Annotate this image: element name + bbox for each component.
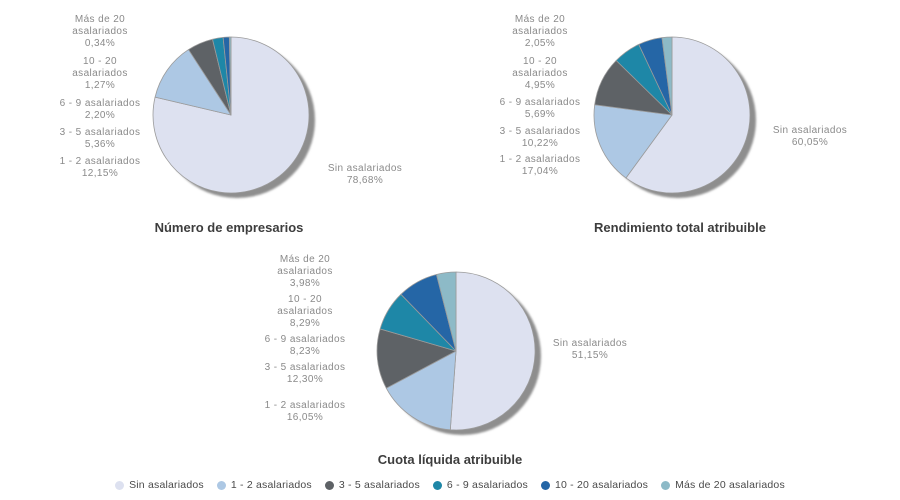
label-value: 4,95% bbox=[524, 80, 556, 91]
pie1-slice-m-s-de-20-asalariados bbox=[228, 36, 232, 116]
label-line: Sin asalariados bbox=[552, 338, 628, 349]
legend-item-1-2-asalariados: 1 - 2 asalariados bbox=[216, 479, 312, 491]
c2-label-1-2-asalariados: 1 - 2 asalariados 17,04% bbox=[490, 154, 590, 178]
label-line: asalariados bbox=[72, 26, 128, 37]
legend-marker bbox=[324, 480, 334, 490]
pie2-slice-sin-asalariados bbox=[625, 36, 751, 194]
c2-label-6-9-asalariados: 6 - 9 asalariados 5,69% bbox=[490, 97, 590, 121]
label-value: 5,36% bbox=[84, 139, 116, 150]
c1-label-sin-asalariados: Sin asalariados 78,68% bbox=[315, 163, 415, 187]
label-line: 1 - 2 asalariados bbox=[499, 154, 581, 165]
legend-label: 3 - 5 asalariados bbox=[338, 479, 420, 491]
label-value: 8,23% bbox=[289, 346, 321, 357]
label-line: Más de 20 bbox=[514, 14, 566, 25]
legend-marker bbox=[661, 480, 671, 490]
c3-label-sin-asalariados: Sin asalariados 51,15% bbox=[540, 338, 640, 362]
title-cuota-liquida-atribuible: Cuota líquida atribuible bbox=[377, 452, 523, 467]
label-line: 6 - 9 asalariados bbox=[59, 98, 141, 109]
c1-label-6-9-asalariados: 6 - 9 asalariados 2,20% bbox=[50, 98, 150, 122]
label-line: 1 - 2 asalariados bbox=[59, 156, 141, 167]
label-value: 8,29% bbox=[289, 318, 321, 329]
pie3-slice-sin-asalariados bbox=[449, 271, 536, 431]
label-line: 1 - 2 asalariados bbox=[264, 400, 346, 411]
c1-label-10-20-asalariados: 10 - 20 asalariados 1,27% bbox=[50, 56, 150, 92]
legend-label: 6 - 9 asalariados bbox=[446, 479, 528, 491]
label-value: 2,20% bbox=[84, 110, 116, 121]
label-value: 17,04% bbox=[521, 166, 559, 177]
title-numero-de-empresarios: Número de empresarios bbox=[154, 220, 304, 235]
c2-label-sin-asalariados: Sin asalariados 60,05% bbox=[760, 125, 860, 149]
c2-label-10-20-asalariados: 10 - 20 asalariados 4,95% bbox=[490, 56, 590, 92]
c2-label-3-5-asalariados: 3 - 5 asalariados 10,22% bbox=[490, 126, 590, 150]
legend-label: Más de 20 asalariados bbox=[675, 479, 785, 491]
legend-marker bbox=[115, 480, 125, 490]
legend-label: 1 - 2 asalariados bbox=[230, 479, 312, 491]
label-line: 10 - 20 bbox=[288, 294, 322, 305]
c1-label-1-2-asalariados: 1 - 2 asalariados 12,15% bbox=[50, 156, 150, 180]
label-value: 1,27% bbox=[84, 80, 116, 91]
label-line: 3 - 5 asalariados bbox=[264, 362, 346, 373]
label-value: 0,34% bbox=[84, 38, 116, 49]
label-line: Sin asalariados bbox=[327, 163, 403, 174]
c3-label-mas-de-20-asalariados: Más de 20 asalariados 3,98% bbox=[255, 254, 355, 290]
label-value: 78,68% bbox=[346, 175, 384, 186]
label-line: asalariados bbox=[277, 306, 333, 317]
legend-item-sin-asalariados: Sin asalariados bbox=[115, 479, 204, 491]
label-line: asalariados bbox=[512, 26, 568, 37]
chart-legend: Sin asalariados 1 - 2 asalariados 3 - 5 … bbox=[0, 477, 900, 493]
legend-marker bbox=[432, 480, 442, 490]
pie2-slice-1-2-asalariados bbox=[593, 104, 673, 179]
label-value: 51,15% bbox=[571, 350, 609, 361]
label-line: 3 - 5 asalariados bbox=[59, 127, 141, 138]
legend-item-10-20-asalariados: 10 - 20 asalariados bbox=[540, 479, 649, 491]
legend-item-mas-de-20-asalariados: Más de 20 asalariados bbox=[661, 479, 785, 491]
label-line: 10 - 20 bbox=[83, 56, 117, 67]
pie3-slice-3-5-asalariados bbox=[376, 328, 457, 389]
label-line: 3 - 5 asalariados bbox=[499, 126, 581, 137]
pie1-slice-1-2-asalariados bbox=[154, 49, 232, 116]
legend-marker bbox=[216, 480, 226, 490]
pie3-slice-m-s-de-20-asalariados bbox=[436, 271, 457, 352]
label-value: 3,98% bbox=[289, 278, 321, 289]
title-rendimiento-total-atribuible: Rendimiento total atribuible bbox=[594, 220, 766, 235]
pie2-slice-m-s-de-20-asalariados bbox=[661, 36, 673, 116]
label-line: 10 - 20 bbox=[523, 56, 557, 67]
c3-label-10-20-asalariados: 10 - 20 asalariados 8,29% bbox=[255, 294, 355, 330]
c3-label-6-9-asalariados: 6 - 9 asalariados 8,23% bbox=[255, 334, 355, 358]
label-value: 12,15% bbox=[81, 168, 119, 179]
label-line: Más de 20 bbox=[74, 14, 126, 25]
label-value: 12,30% bbox=[286, 374, 324, 385]
label-line: asalariados bbox=[72, 68, 128, 79]
label-line: asalariados bbox=[277, 266, 333, 277]
legend-label: 10 - 20 asalariados bbox=[554, 479, 649, 491]
label-line: Sin asalariados bbox=[772, 125, 848, 136]
c3-label-1-2-asalariados: 1 - 2 asalariados 16,05% bbox=[255, 400, 355, 424]
legend-item-3-5-asalariados: 3 - 5 asalariados bbox=[324, 479, 420, 491]
legend-marker bbox=[540, 480, 550, 490]
legend-item-6-9-asalariados: 6 - 9 asalariados bbox=[432, 479, 528, 491]
c3-label-3-5-asalariados: 3 - 5 asalariados 12,30% bbox=[255, 362, 355, 386]
label-value: 2,05% bbox=[524, 38, 556, 49]
label-line: 6 - 9 asalariados bbox=[264, 334, 346, 345]
legend-label: Sin asalariados bbox=[129, 479, 204, 491]
label-value: 60,05% bbox=[791, 137, 829, 148]
pie3-slice-1-2-asalariados bbox=[385, 350, 457, 431]
label-value: 10,22% bbox=[521, 138, 559, 149]
c1-label-3-5-asalariados: 3 - 5 asalariados 5,36% bbox=[50, 127, 150, 151]
label-line: asalariados bbox=[512, 68, 568, 79]
c1-label-mas-de-20-asalariados: Más de 20 asalariados 0,34% bbox=[50, 14, 150, 50]
c2-label-mas-de-20-asalariados: Más de 20 asalariados 2,05% bbox=[490, 14, 590, 50]
label-value: 16,05% bbox=[286, 412, 324, 423]
label-line: Más de 20 bbox=[279, 254, 331, 265]
label-value: 5,69% bbox=[524, 109, 556, 120]
label-line: 6 - 9 asalariados bbox=[499, 97, 581, 108]
